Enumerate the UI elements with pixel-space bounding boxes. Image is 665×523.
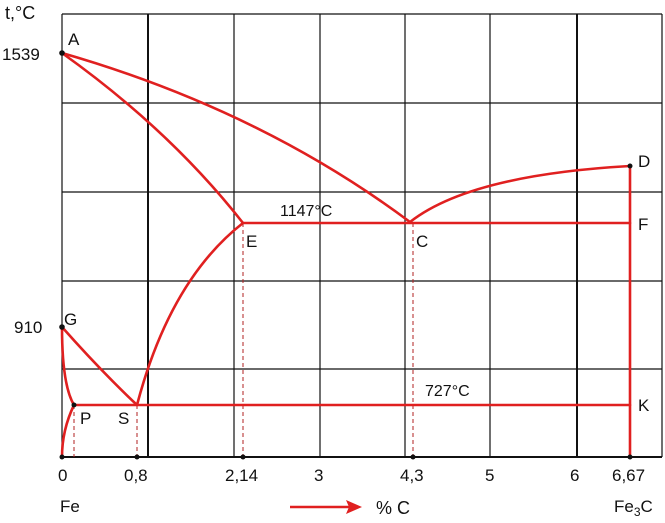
point-label-s: S xyxy=(118,409,129,428)
x-axis-label: % C xyxy=(376,498,410,518)
point-d-dot xyxy=(627,163,633,169)
x-tick-6-67: 6,67 xyxy=(612,466,645,485)
fe3c-label-sub: 3 xyxy=(634,505,641,519)
point-label-p: P xyxy=(80,409,91,428)
point-label-a: A xyxy=(68,30,80,49)
tick-dot-43 xyxy=(410,454,416,460)
liquidus-ac xyxy=(60,51,412,224)
point-a-dot xyxy=(59,50,65,56)
line-pq xyxy=(60,403,76,459)
y-axis-label: t,°C xyxy=(5,3,35,23)
line-gp xyxy=(60,325,76,407)
y-tick-910: 910 xyxy=(14,318,42,337)
point-label-f: F xyxy=(638,215,648,234)
tick-dot-667 xyxy=(627,454,633,460)
fe-label: Fe xyxy=(60,497,80,516)
x-axis-arrow xyxy=(290,500,362,514)
line-gs xyxy=(60,325,139,407)
point-g-dot xyxy=(59,324,65,330)
point-label-g: G xyxy=(64,310,77,329)
point-label-d: D xyxy=(638,152,650,171)
grid xyxy=(61,13,663,458)
eutectic-temp-label: 1147°C xyxy=(280,203,332,220)
line-es xyxy=(135,221,245,407)
tick-dot-08 xyxy=(134,454,140,460)
x-tick-0: 0 xyxy=(58,466,67,485)
x-tick-0-8: 0,8 xyxy=(124,466,148,485)
fe3c-label: Fe3C xyxy=(614,497,653,519)
x-tick-6: 6 xyxy=(570,466,579,485)
point-label-k: K xyxy=(638,396,650,415)
eutectoid-temp-label: 727°C xyxy=(425,383,470,400)
liquidus-cd xyxy=(408,164,632,224)
solidus-ae xyxy=(60,51,245,225)
key-points xyxy=(59,50,633,460)
tick-dot-214 xyxy=(240,454,246,460)
y-tick-1539: 1539 xyxy=(2,45,40,64)
point-label-c: C xyxy=(416,232,428,251)
tick-dot-0 xyxy=(59,454,65,460)
phase-lines xyxy=(60,51,632,459)
x-tick-5: 5 xyxy=(485,466,494,485)
fe3c-label-main: Fe xyxy=(614,497,634,516)
point-label-e: E xyxy=(246,232,257,251)
x-tick-3: 3 xyxy=(314,466,323,485)
point-p-dot xyxy=(71,402,77,408)
projection-lines xyxy=(73,223,414,457)
x-tick-4-3: 4,3 xyxy=(400,466,424,485)
x-tick-2-14: 2,14 xyxy=(225,466,258,485)
fe3c-label-tail: C xyxy=(641,497,653,516)
